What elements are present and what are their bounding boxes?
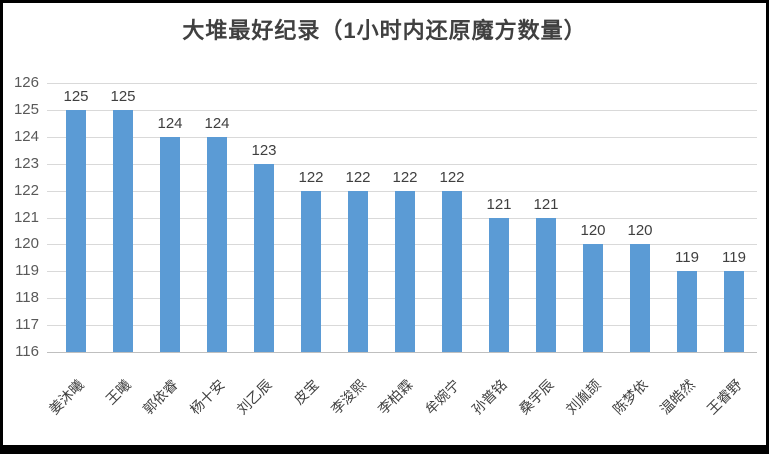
bar-value-label: 122 — [392, 168, 418, 186]
y-axis-tick-label: 119 — [15, 262, 39, 280]
y-axis-tick-label: 122 — [13, 181, 39, 199]
bar — [724, 271, 744, 352]
bar-value-label: 121 — [533, 195, 559, 213]
chart-title: 大堆最好纪录（1小时内还原魔方数量） — [182, 18, 587, 43]
bar-value-label: 119 — [722, 249, 746, 267]
bar-value-label: 124 — [204, 114, 230, 132]
bar — [489, 217, 509, 352]
x-axis-line — [47, 352, 757, 353]
bar — [113, 109, 133, 352]
y-axis-tick-label: 121 — [13, 208, 39, 226]
bar-value-label: 120 — [580, 222, 606, 240]
bar-value-label: 122 — [439, 168, 465, 186]
gridline — [47, 83, 757, 84]
bar-value-label: 121 — [486, 195, 512, 213]
bar — [301, 190, 321, 352]
bar — [348, 190, 368, 352]
y-axis-tick-label: 125 — [13, 100, 39, 118]
bar-value-label: 119 — [675, 249, 699, 267]
y-axis-tick-label: 126 — [13, 74, 39, 91]
y-axis-tick-label: 123 — [13, 154, 39, 172]
bar — [207, 136, 227, 352]
y-axis-tick-label: 120 — [13, 235, 39, 253]
bar — [395, 190, 415, 352]
bar — [254, 163, 274, 352]
bar-value-label: 120 — [627, 222, 653, 240]
bar — [630, 244, 650, 352]
gridline — [47, 136, 757, 138]
y-axis-tick-label: 116 — [15, 343, 39, 360]
y-axis-tick-label: 118 — [15, 289, 39, 307]
bar-value-label: 124 — [157, 114, 183, 132]
gridline — [47, 109, 757, 111]
bar-value-label: 122 — [345, 168, 371, 186]
bar-value-label: 125 — [110, 87, 136, 105]
bar — [66, 109, 86, 352]
bar — [160, 136, 180, 352]
bar — [677, 271, 697, 352]
y-axis-tick-label: 124 — [13, 127, 39, 145]
gridline — [47, 163, 757, 165]
y-axis-tick-label: 117 — [15, 316, 39, 334]
bar-value-label: 125 — [63, 87, 89, 105]
bar-value-label: 122 — [298, 168, 324, 186]
bar — [536, 217, 556, 352]
bar — [583, 244, 603, 352]
bar-value-label: 123 — [251, 141, 277, 159]
bar — [442, 190, 462, 352]
